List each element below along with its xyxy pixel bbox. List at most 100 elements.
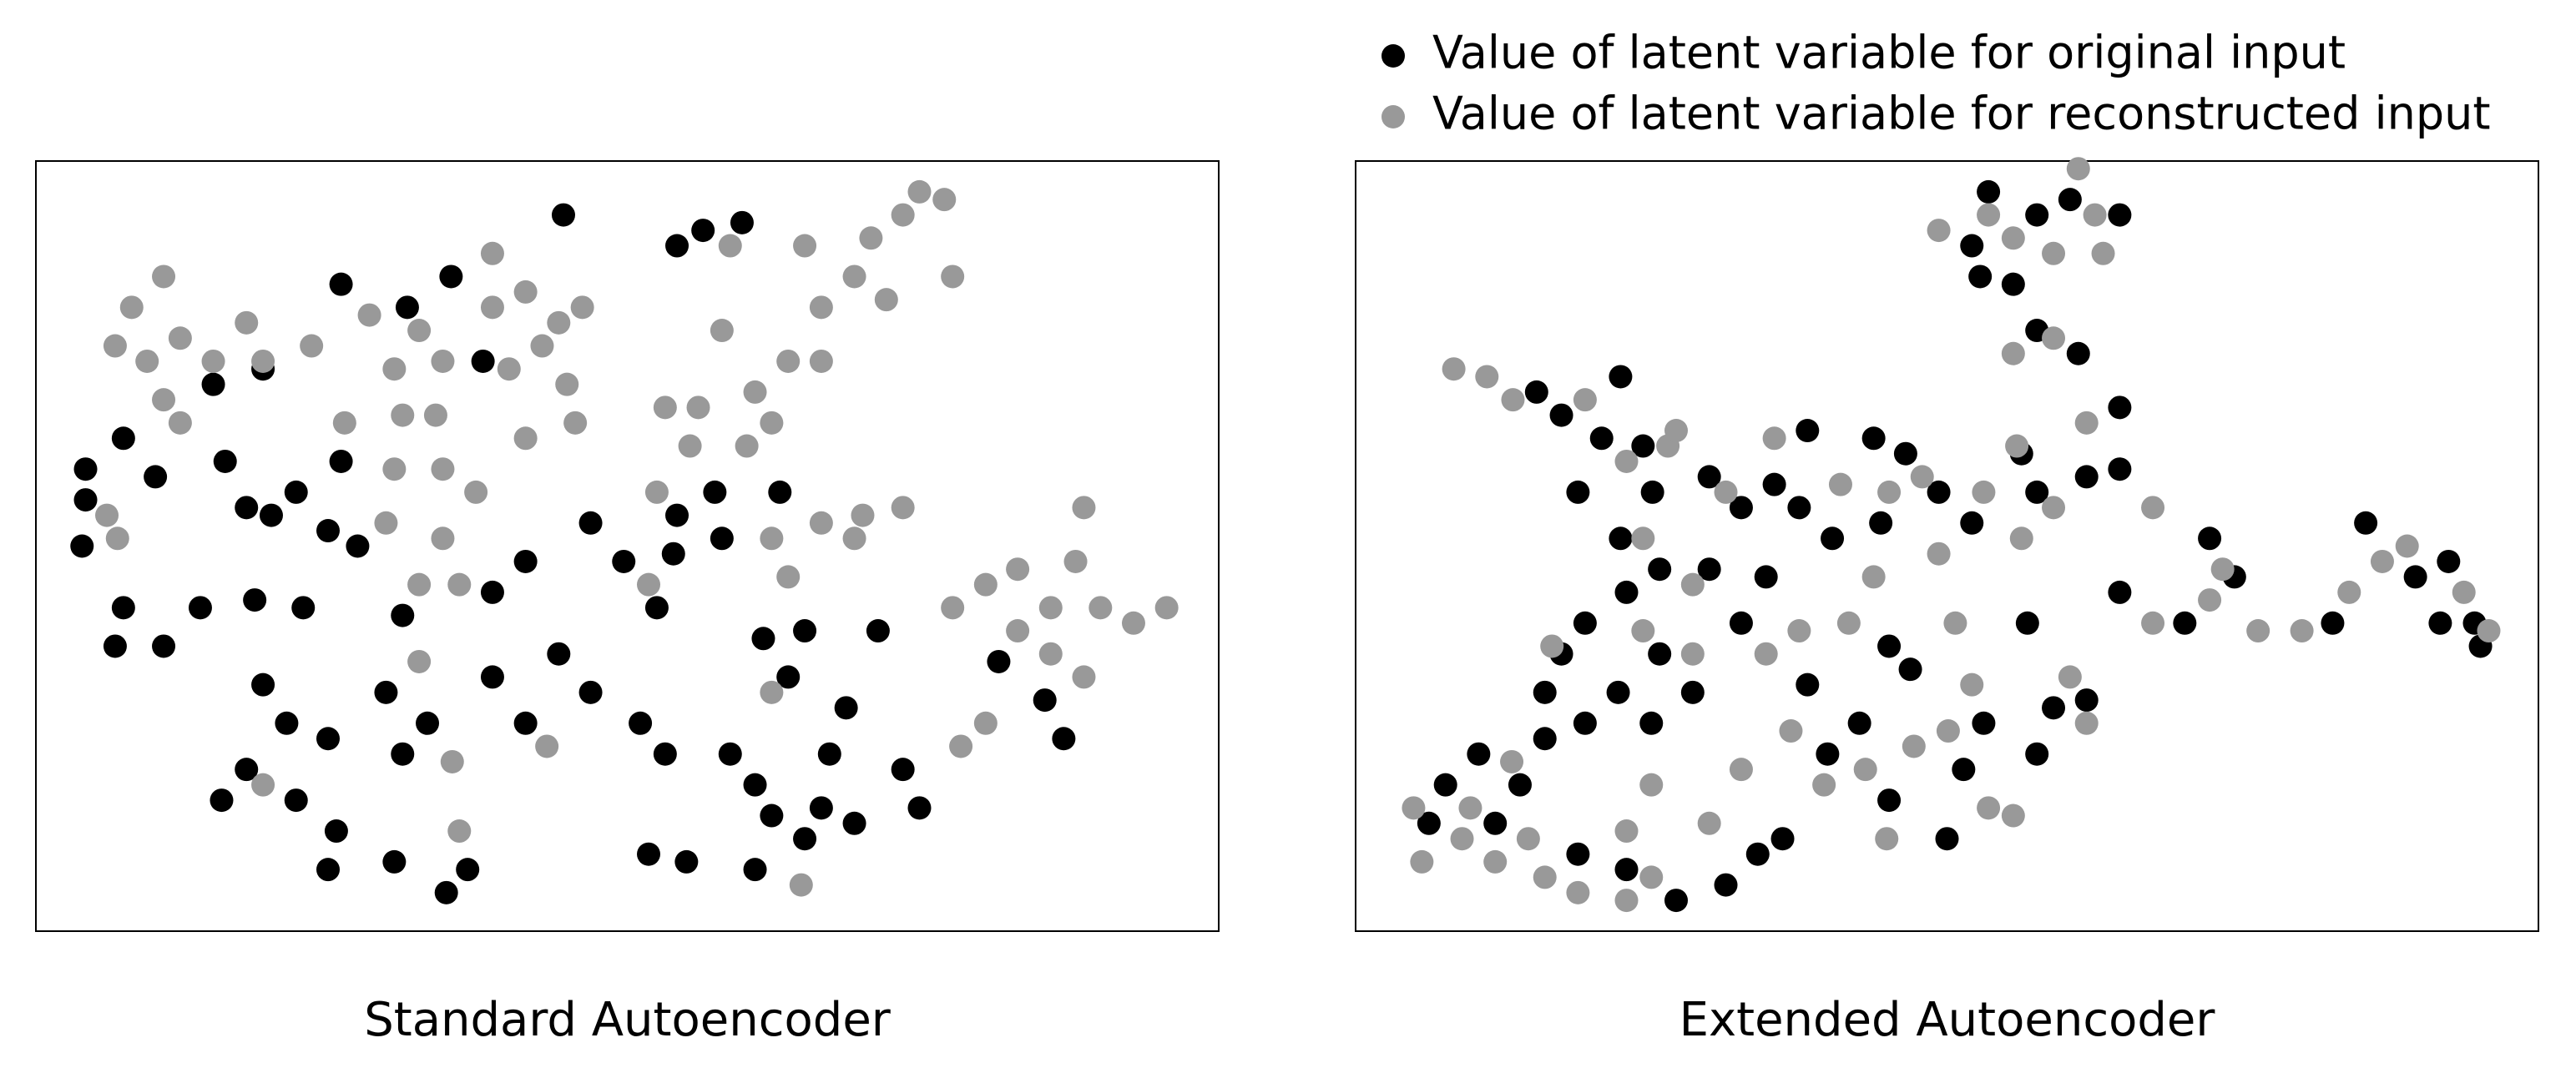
point xyxy=(2042,241,2066,265)
chart-title: Standard Autoencoder xyxy=(364,993,891,1047)
point xyxy=(2290,619,2314,643)
point xyxy=(1533,680,1557,704)
point xyxy=(718,742,742,766)
point xyxy=(891,496,915,520)
point xyxy=(1088,596,1113,620)
point xyxy=(2452,580,2476,604)
point xyxy=(1796,419,1820,443)
point xyxy=(1639,865,1664,889)
point xyxy=(1609,526,1633,551)
point xyxy=(471,349,495,373)
point xyxy=(1812,773,1836,797)
point xyxy=(1589,426,1614,451)
point xyxy=(1664,889,1689,913)
point xyxy=(73,457,98,481)
chart-title: Extended Autoencoder xyxy=(1679,993,2216,1047)
legend-label: Value of latent variable for reconstruct… xyxy=(1432,88,2491,140)
point xyxy=(1417,811,1441,835)
point xyxy=(2141,611,2165,635)
point xyxy=(793,619,817,643)
point xyxy=(1853,758,1877,782)
point xyxy=(2321,611,2345,635)
point xyxy=(1501,388,1525,412)
point xyxy=(1861,426,1886,451)
point xyxy=(431,349,455,373)
point xyxy=(2001,341,2025,365)
point xyxy=(235,496,259,520)
point xyxy=(201,349,225,373)
point xyxy=(480,241,504,265)
point xyxy=(842,264,866,289)
point xyxy=(1033,688,1057,713)
point xyxy=(776,349,801,373)
point xyxy=(710,319,734,343)
point xyxy=(2058,188,2082,212)
point xyxy=(423,403,447,427)
point xyxy=(629,711,653,735)
point xyxy=(751,627,775,651)
point xyxy=(1500,749,1524,773)
point xyxy=(1936,719,1960,743)
point xyxy=(2042,496,2066,520)
point xyxy=(2066,157,2090,181)
point xyxy=(111,426,135,451)
point xyxy=(2074,411,2099,435)
point xyxy=(2042,696,2066,720)
point xyxy=(168,411,192,435)
point xyxy=(1566,842,1590,866)
point xyxy=(407,649,432,673)
point xyxy=(2001,803,2025,828)
point xyxy=(1697,465,1721,489)
point xyxy=(2108,395,2132,420)
point xyxy=(2428,611,2452,635)
point xyxy=(1483,811,1508,835)
point xyxy=(447,572,472,597)
point xyxy=(456,858,480,882)
point xyxy=(674,849,699,874)
point xyxy=(1402,796,1426,820)
point xyxy=(2210,557,2235,582)
point xyxy=(941,596,965,620)
point xyxy=(1828,472,1852,496)
point xyxy=(382,849,407,874)
point xyxy=(1573,388,1597,412)
point xyxy=(1836,611,1861,635)
point xyxy=(1898,657,1922,682)
point xyxy=(776,665,801,689)
point xyxy=(2074,465,2099,489)
point xyxy=(440,749,464,773)
point xyxy=(284,480,308,504)
point xyxy=(135,349,159,373)
point xyxy=(1458,796,1482,820)
point xyxy=(973,572,998,597)
point xyxy=(1927,480,1951,504)
point xyxy=(578,511,603,535)
point xyxy=(743,380,767,404)
point xyxy=(201,372,225,396)
point xyxy=(1968,264,1993,289)
legend-label: Value of latent variable for original in… xyxy=(1432,27,2346,79)
point xyxy=(949,734,973,758)
point xyxy=(686,395,710,420)
point xyxy=(1648,642,1672,666)
point xyxy=(103,634,127,658)
point xyxy=(1038,596,1063,620)
point xyxy=(1729,611,1753,635)
point xyxy=(431,526,455,551)
point xyxy=(2074,688,2099,713)
point xyxy=(1566,880,1590,904)
point xyxy=(730,210,754,234)
point xyxy=(735,434,759,458)
point xyxy=(1714,480,1738,504)
point xyxy=(2001,272,2025,296)
point xyxy=(817,742,841,766)
point xyxy=(760,803,784,828)
point xyxy=(1664,419,1689,443)
point xyxy=(1475,365,1499,389)
point xyxy=(530,334,554,358)
point xyxy=(793,234,817,258)
point xyxy=(210,788,234,813)
point xyxy=(1450,827,1474,851)
point xyxy=(480,580,504,604)
